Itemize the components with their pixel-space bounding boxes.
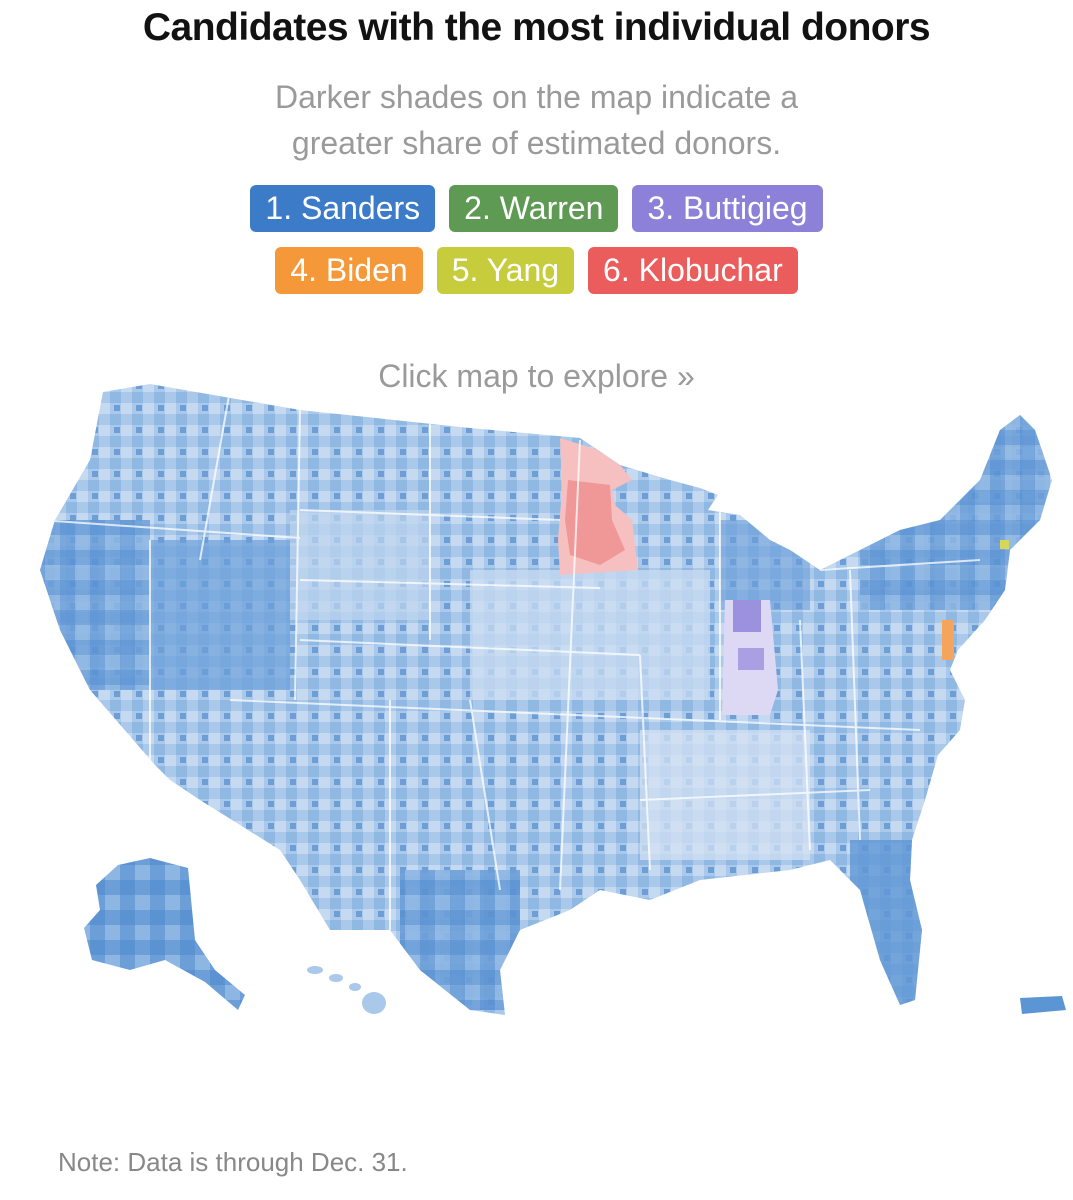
region-minnesota-klobuchar-dark[interactable] — [565, 480, 625, 565]
legend-row-2: 4. Biden 5. Yang 6. Klobuchar — [0, 247, 1073, 295]
us-donor-map[interactable] — [0, 370, 1073, 1050]
map-subtitle: Darker shades on the map indicate a grea… — [0, 74, 1073, 166]
legend-sanders-chip[interactable]: 1. Sanders — [250, 185, 436, 232]
region-plains-light[interactable] — [470, 570, 710, 700]
candidate-legend: 1. Sanders 2. Warren 3. Buttigieg 4. Biden… — [0, 185, 1073, 309]
legend-warren-chip[interactable]: 2. Warren — [449, 185, 619, 232]
subtitle-line-1: Darker shades on the map indicate a — [275, 79, 798, 115]
legend-biden-chip[interactable]: 4. Biden — [275, 247, 423, 294]
region-northeast-dark[interactable] — [860, 410, 1050, 610]
legend-yang-chip[interactable]: 5. Yang — [436, 247, 575, 294]
legend-klobuchar-chip[interactable]: 6. Klobuchar — [588, 247, 798, 294]
subtitle-line-2: greater share of estimated donors. — [291, 125, 782, 161]
data-note: Note: Data is through Dec. 31. — [58, 1147, 408, 1177]
map-title: Candidates with the most individual dono… — [142, 6, 931, 49]
region-michigan-dark[interactable] — [720, 520, 810, 610]
region-texas-south-dark[interactable] — [400, 870, 520, 1010]
region-yang-spot[interactable] — [1000, 540, 1009, 549]
region-indiana-buttigieg-north[interactable] — [733, 600, 761, 632]
state-borders — [40, 389, 981, 930]
region-delaware-biden[interactable] — [942, 620, 954, 660]
region-indiana-buttigieg-central[interactable] — [738, 648, 764, 670]
region-west-dark[interactable] — [40, 520, 150, 690]
map-svg[interactable] — [0, 370, 1073, 1050]
puerto-rico[interactable] — [1020, 996, 1066, 1014]
region-la-buttigieg-spot[interactable] — [150, 768, 158, 776]
legend-row-1: 1. Sanders 2. Warren 3. Buttigieg — [0, 185, 1073, 233]
alaska[interactable] — [84, 858, 245, 1010]
region-florida-dark[interactable] — [850, 840, 930, 1010]
region-south-light[interactable] — [640, 730, 810, 860]
region-nevada-utah-dark[interactable] — [150, 540, 290, 690]
hawaii[interactable] — [307, 966, 386, 1014]
region-mountain-light[interactable] — [290, 510, 430, 620]
legend-buttigieg-chip[interactable]: 3. Buttigieg — [632, 185, 823, 232]
explore-prompt[interactable]: Click map to explore » — [378, 358, 695, 394]
